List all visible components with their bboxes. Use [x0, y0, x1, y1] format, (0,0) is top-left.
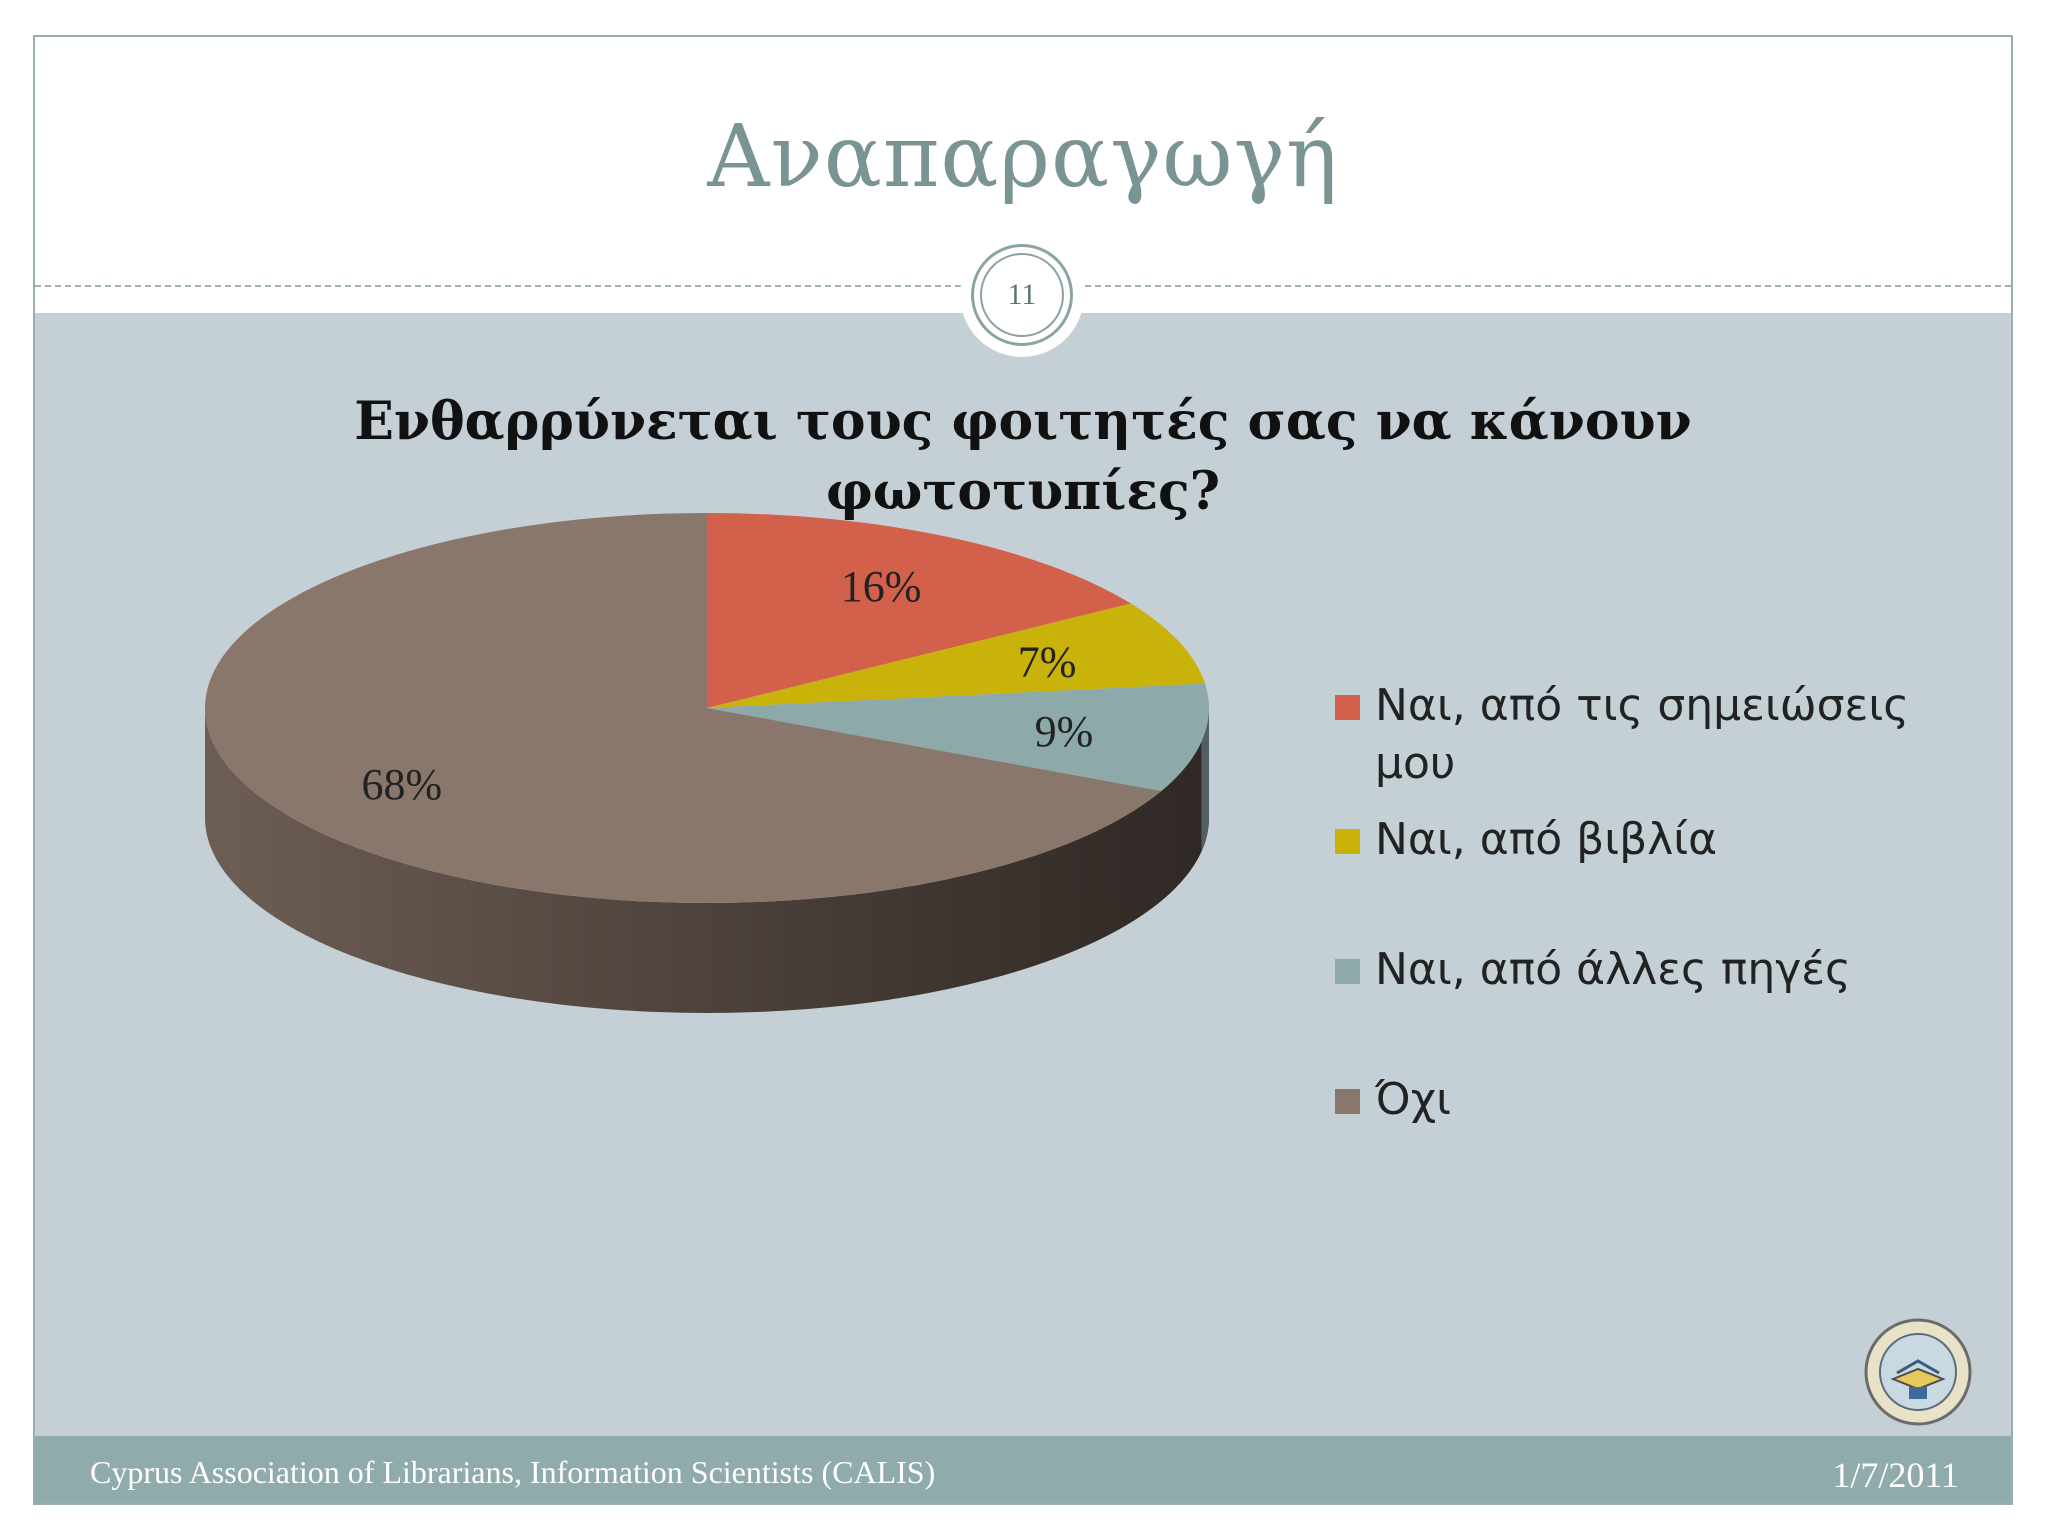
pie-label-books: 7%	[1018, 637, 1077, 686]
pie-label-notes: 16%	[841, 562, 922, 611]
calis-logo-seal-icon	[1864, 1318, 1972, 1426]
pie-slice-books	[707, 603, 1206, 708]
legend-swatch-other-sources	[1335, 959, 1360, 984]
chart-title-line-2: φωτοτυπίες?	[825, 461, 1221, 522]
chart-title-line-1: Ενθαρρύνεται τους φοιτητές σας να κάνουν	[354, 391, 1692, 452]
pie-label-other-sources: 9%	[1035, 707, 1094, 756]
pie-slice-notes	[707, 513, 1131, 708]
legend-swatch-notes	[1335, 695, 1360, 720]
pie-side-wall	[205, 708, 1209, 1013]
legend-label-notes-line-1: Ναι, από τις σημειώσεις	[1375, 680, 1910, 731]
legend-item-books: Ναι, από βιβλία	[1335, 811, 1955, 869]
legend-item-notes: Ναι, από τις σημειώσεις μου	[1335, 677, 1955, 793]
pie-data-labels: 16% 7% 9% 68%	[361, 562, 1093, 809]
slide: Αναπαραγωγή 11 Ενθαρρύνεται τους φοιτητέ…	[33, 35, 2013, 1505]
chart-legend: Ναι, από τις σημειώσεις μου Ναι, από βιβ…	[1335, 677, 1955, 1129]
legend-item-no: Όχι	[1335, 1071, 1955, 1129]
footer-bar: Cyprus Association of Librarians, Inform…	[35, 1436, 2011, 1503]
pie-side	[205, 708, 1209, 1013]
footer-organization: Cyprus Association of Librarians, Inform…	[90, 1454, 936, 1490]
legend-label-no: Όχι	[1375, 1074, 1452, 1125]
legend-label-books: Ναι, από βιβλία	[1375, 814, 1718, 865]
pie-slice-other-sources	[707, 683, 1210, 792]
legend-swatch-books	[1335, 829, 1360, 854]
legend-item-other-sources: Ναι, από άλλες πηγές	[1335, 941, 1955, 999]
legend-swatch-no	[1335, 1089, 1360, 1114]
pie-chart: 16% 7% 9% 68%	[205, 513, 1210, 1013]
legend-label-notes-line-2: μου	[1375, 738, 1456, 789]
pie-slices	[205, 513, 1210, 903]
page-number: 11	[980, 253, 1064, 337]
chart-title: Ενθαρρύνεται τους φοιτητές σας να κάνουν…	[35, 387, 2011, 527]
legend-label-other-sources: Ναι, από άλλες πηγές	[1375, 944, 1851, 995]
footer-date: 1/7/2011	[1832, 1455, 1959, 1495]
pie-slice-no	[205, 513, 1162, 903]
pie-side-other-sources	[1201, 708, 1209, 852]
slide-title: Αναπαραγωγή	[707, 107, 1339, 207]
pie-label-no: 68%	[361, 760, 442, 809]
